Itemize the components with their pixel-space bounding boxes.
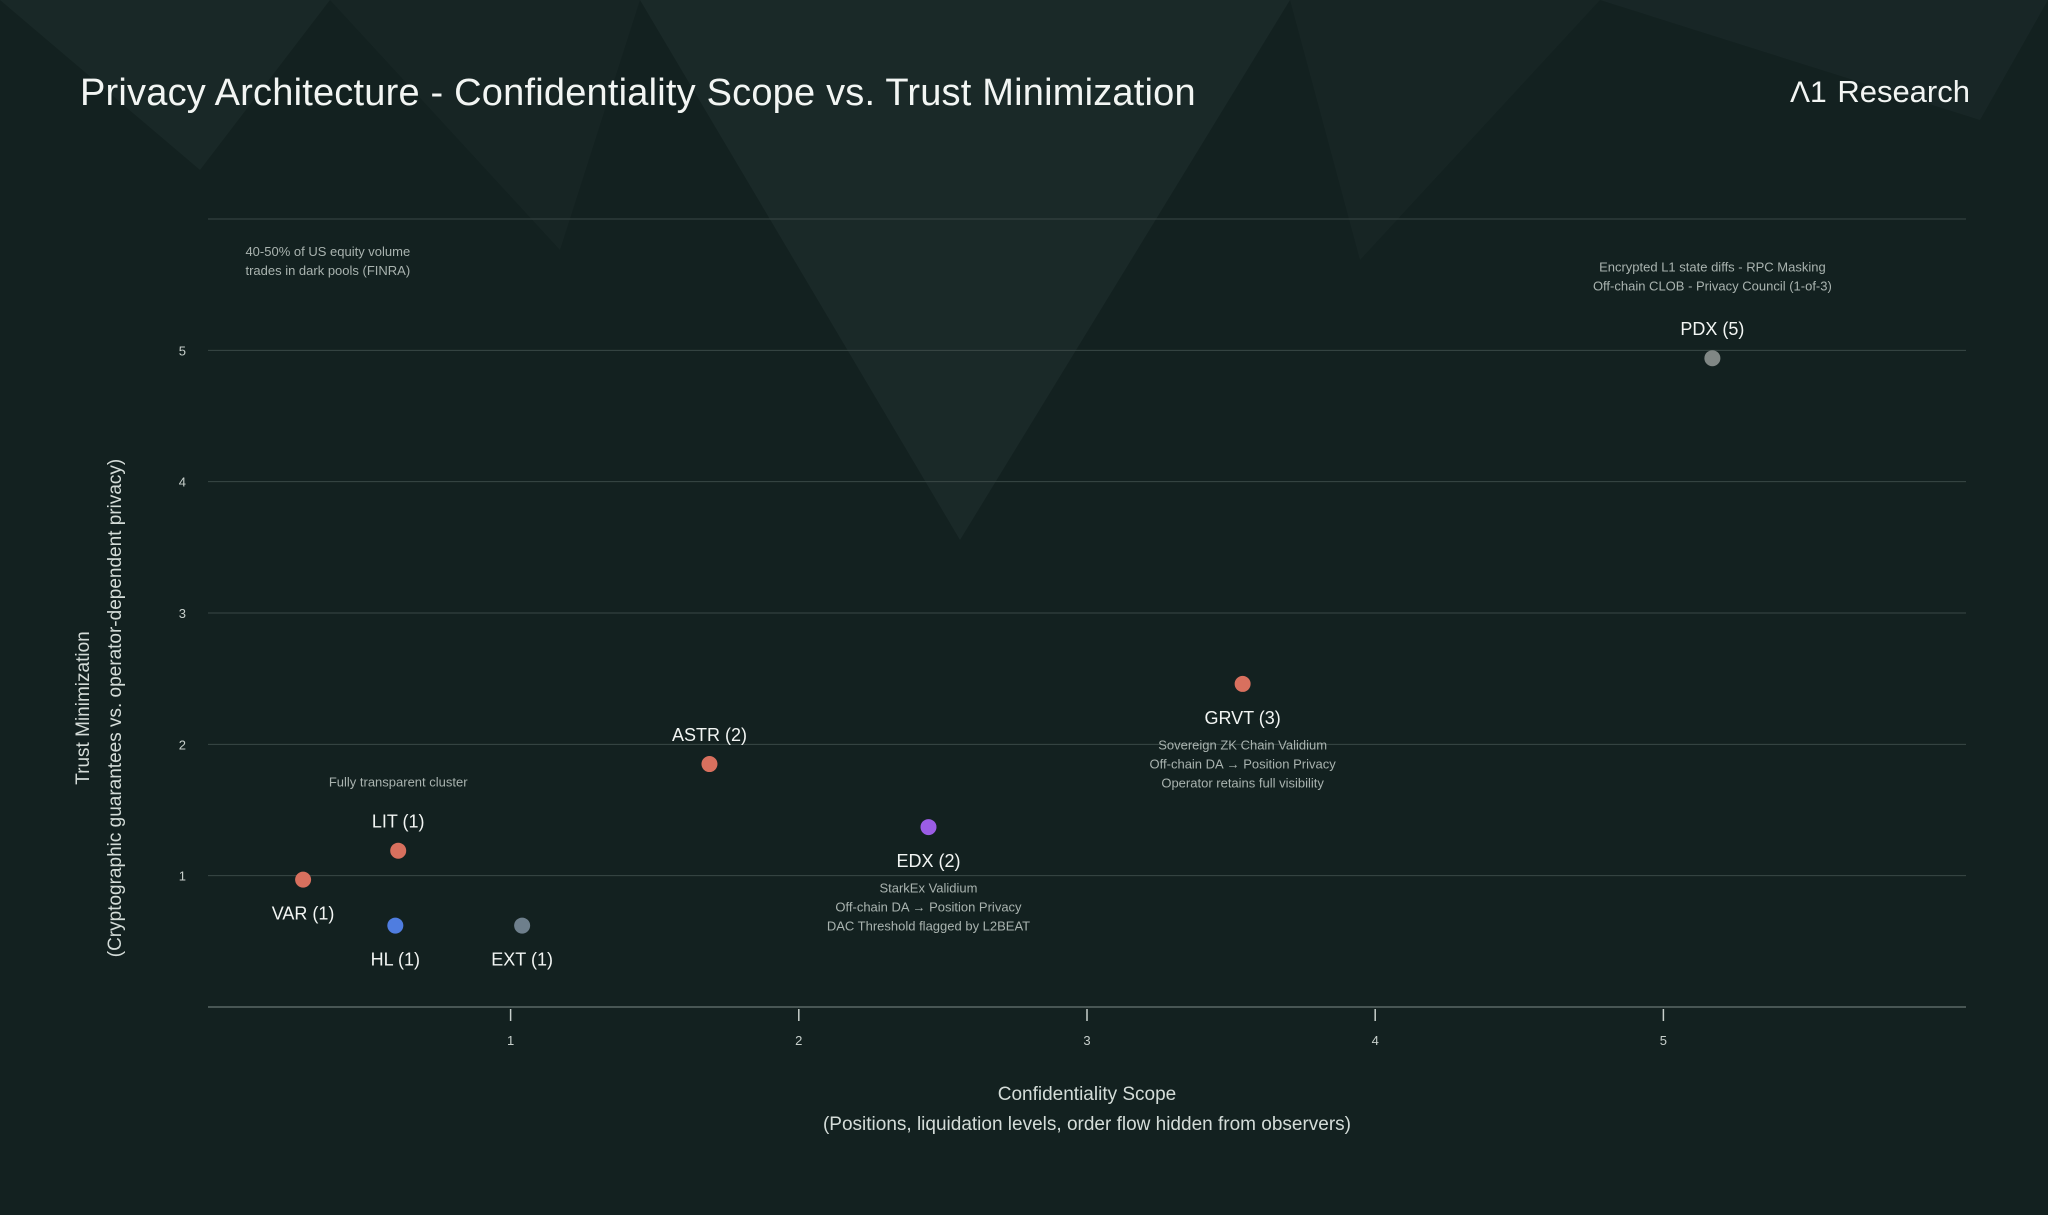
x-axis-label: Confidentiality Scope bbox=[997, 1084, 1177, 1105]
y-axis-title: Trust Minimization (Cryptographic guaran… bbox=[68, 459, 132, 958]
data-point bbox=[514, 917, 531, 934]
annotation-text: Sovereign ZK Chain Validium bbox=[1158, 738, 1327, 753]
x-axis-sublabel: (Positions, liquidation levels, order fl… bbox=[822, 1114, 1352, 1135]
annotation-text: StarkEx Validium bbox=[879, 881, 977, 896]
page-title: Privacy Architecture - Confidentiality S… bbox=[80, 72, 1196, 114]
data-point bbox=[387, 917, 404, 934]
x-tick-label: 4 bbox=[1372, 1033, 1379, 1048]
y-tick-label: 1 bbox=[179, 869, 186, 884]
point-label: PDX (5) bbox=[1680, 319, 1744, 339]
data-point bbox=[920, 819, 937, 836]
data-point bbox=[1704, 350, 1721, 367]
y-tick-label: 2 bbox=[179, 737, 186, 752]
brand-mark-icon: Λ1 bbox=[1789, 76, 1827, 109]
annotation-text: Off-chain CLOB - Privacy Council (1-of-3… bbox=[1593, 279, 1832, 294]
annotation-text: 40-50% of US equity volume bbox=[245, 244, 410, 259]
data-point bbox=[295, 871, 312, 888]
x-tick-label: 3 bbox=[1083, 1033, 1090, 1048]
data-point bbox=[701, 756, 718, 773]
annotation-text: Off-chain DA → Position Privacy bbox=[835, 900, 1022, 915]
data-point bbox=[390, 842, 407, 859]
point-label: EDX (2) bbox=[896, 851, 960, 871]
axes: 1 2 3 4 5 1 2 3 4 5 bbox=[179, 343, 1966, 1048]
y-tick-label: 5 bbox=[179, 343, 186, 358]
annotation-text: Fully transparent cluster bbox=[329, 774, 468, 789]
point-label: EXT (1) bbox=[491, 950, 553, 970]
point-label: HL (1) bbox=[371, 950, 420, 970]
y-tick-label: 3 bbox=[179, 606, 186, 621]
brand-name: Research bbox=[1837, 74, 1970, 109]
annotation-text: trades in dark pools (FINRA) bbox=[245, 263, 410, 278]
x-tick-label: 1 bbox=[507, 1033, 514, 1048]
brand-logo: Λ1 Research bbox=[1790, 74, 1970, 110]
data-point bbox=[1234, 675, 1251, 692]
annotation-text: Encrypted L1 state diffs - RPC Masking bbox=[1599, 260, 1826, 275]
y-axis-label: Trust Minimization bbox=[73, 631, 94, 785]
grid-lines bbox=[208, 218, 1966, 877]
x-tick-label: 5 bbox=[1660, 1033, 1667, 1048]
point-label: VAR (1) bbox=[272, 904, 335, 924]
point-label: ASTR (2) bbox=[672, 725, 747, 745]
point-label: GRVT (3) bbox=[1204, 708, 1280, 728]
point-label: LIT (1) bbox=[372, 812, 425, 832]
x-axis-title: Confidentiality Scope (Positions, liquid… bbox=[823, 1080, 1351, 1140]
data-points: VAR (1) LIT (1) HL (1) EXT (1) ASTR (2) EDX (… bbox=[272, 319, 1745, 969]
annotation-text: Operator retains full visibility bbox=[1161, 776, 1324, 791]
y-tick-label: 4 bbox=[179, 475, 186, 490]
annotations: 40-50% of US equity volume trades in dark… bbox=[245, 244, 1831, 934]
y-axis-sublabel: (Cryptographic guarantees vs. operator-d… bbox=[105, 458, 126, 958]
annotation-text: DAC Threshold flagged by L2BEAT bbox=[827, 919, 1030, 934]
annotation-text: Off-chain DA → Position Privacy bbox=[1150, 757, 1337, 772]
x-tick-label: 2 bbox=[795, 1033, 802, 1048]
